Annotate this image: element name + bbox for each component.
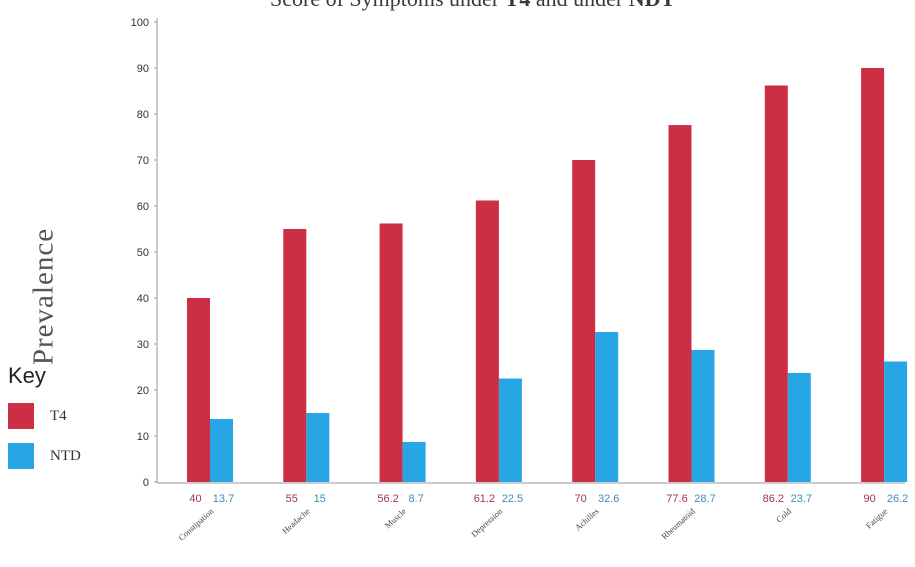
value-label-t4: 77.6 <box>666 493 687 505</box>
y-tick-label: 50 <box>137 247 149 259</box>
category-label: Rheumatoid <box>659 506 697 542</box>
category-label: Achilles <box>573 506 601 532</box>
y-tick-label: 80 <box>137 109 149 121</box>
chart-title: Score of Symptoms under T4 and under NDT <box>270 0 870 12</box>
y-tick-label: 10 <box>137 431 149 443</box>
value-label-t4: 40 <box>189 493 201 505</box>
value-label-ntd: 13.7 <box>213 493 234 505</box>
y-tick-label: 30 <box>137 339 149 351</box>
legend-swatch-t4 <box>8 403 34 429</box>
value-label-ntd: 28.7 <box>694 493 715 505</box>
bar-ntd <box>498 378 522 482</box>
bar-ntd <box>691 349 715 482</box>
legend-item-ntd: NTD <box>8 443 118 469</box>
legend-title: Key <box>8 363 46 388</box>
y-tick-label: 20 <box>137 385 149 397</box>
bar-ntd <box>884 361 908 482</box>
bar-ntd <box>595 332 619 482</box>
title-ndt: NDT <box>629 0 675 11</box>
value-label-ntd: 15 <box>314 493 326 505</box>
bar-t4 <box>283 229 307 482</box>
legend-swatch-ntd <box>8 443 34 469</box>
value-label-ntd: 23.7 <box>791 493 812 505</box>
legend: Key T4 NTD <box>8 363 118 469</box>
category-label: Muscle <box>383 506 408 530</box>
y-tick-label: 90 <box>137 63 149 75</box>
category-label: Headache <box>280 506 312 536</box>
bar-ntd <box>306 413 330 482</box>
bar-t4 <box>764 85 788 482</box>
legend-label-t4: T4 <box>50 407 67 424</box>
value-label-t4: 70 <box>575 493 587 505</box>
legend-item-t4: T4 <box>8 403 118 429</box>
category-label: Depression <box>469 506 505 540</box>
value-label-t4: 56.2 <box>377 493 398 505</box>
value-label-t4: 86.2 <box>763 493 784 505</box>
y-tick-label: 0 <box>143 477 149 489</box>
title-mid: and under <box>530 0 628 11</box>
category-label: Constipation <box>176 506 216 543</box>
value-label-t4: 90 <box>863 493 875 505</box>
bar-ntd <box>402 441 426 482</box>
value-label-ntd: 32.6 <box>598 493 619 505</box>
value-label-ntd: 8.7 <box>408 493 423 505</box>
category-label: Cold <box>774 506 794 525</box>
value-label-ntd: 22.5 <box>502 493 523 505</box>
value-label-t4: 55 <box>286 493 298 505</box>
legend-label-ntd: NTD <box>50 447 81 464</box>
bar-ntd <box>210 418 233 482</box>
bar-t4 <box>861 68 885 482</box>
value-label-ntd: 26.2 <box>887 493 908 505</box>
value-label-t4: 61.2 <box>474 493 495 505</box>
y-tick-label: 60 <box>137 201 149 213</box>
bar-ntd <box>787 372 811 482</box>
bar-t4 <box>668 125 692 482</box>
y-tick-label: 40 <box>137 293 149 305</box>
y-tick-label: 70 <box>137 155 149 167</box>
title-t4: T4 <box>505 0 531 11</box>
category-label: Fatigue <box>864 506 890 531</box>
bar-t4 <box>572 160 596 482</box>
y-tick-label: 100 <box>131 17 149 29</box>
title-prefix: Score of Symptoms under <box>270 0 505 11</box>
bar-t4 <box>475 200 499 483</box>
bar-t4 <box>379 223 403 483</box>
bar-t4 <box>187 298 210 482</box>
